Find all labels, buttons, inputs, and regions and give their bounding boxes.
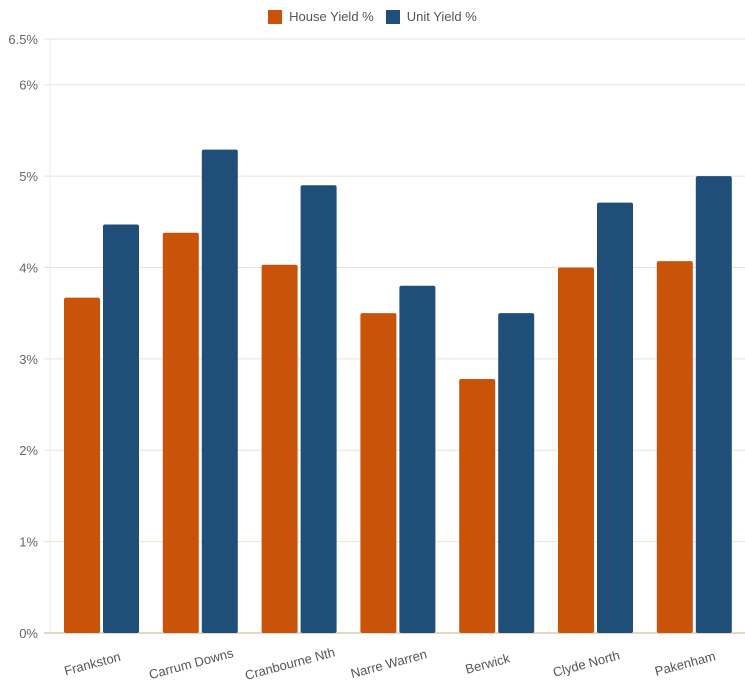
legend-label-unit: Unit Yield % (406, 9, 477, 24)
bar-house-clyde-north[interactable] (558, 267, 594, 633)
bar-unit-cranbourne-nth[interactable] (300, 185, 337, 633)
x-tick-label: Frankston (62, 649, 122, 678)
bar-house-carrum-downs[interactable] (162, 232, 199, 633)
x-axis: Frankston Carrum Downs Cranbourne Nth Narre… (62, 644, 717, 682)
bar-unit-frankston[interactable] (103, 224, 139, 633)
bar-house-pakenham[interactable] (656, 261, 693, 633)
y-tick-label: 0% (19, 626, 38, 641)
legend-swatch-unit (385, 9, 400, 24)
bar-house-cranbourne-nth[interactable] (261, 264, 298, 633)
bar-house-berwick[interactable] (459, 378, 496, 633)
bar-unit-berwick[interactable] (498, 313, 535, 633)
y-tick-label: 2% (19, 443, 38, 458)
y-tick-label: 3% (19, 352, 38, 367)
y-axis: 0% 1% 2% 3% 4% 5% 6% 6.5% (8, 32, 51, 641)
x-tick-label: Berwick (464, 650, 512, 676)
bar-unit-pakenham[interactable] (695, 176, 732, 634)
legend-label-house: House Yield % (289, 9, 374, 24)
x-tick-label: Clyde North (551, 648, 621, 680)
y-tick-label: 6.5% (8, 32, 38, 47)
x-tick-label: Carrum Downs (147, 645, 235, 682)
y-tick-label: 4% (19, 260, 38, 275)
chart-legend: House Yield % Unit Yield % (0, 9, 745, 24)
legend-item-house[interactable]: House Yield % (268, 9, 374, 24)
bar-house-frankston[interactable] (64, 297, 100, 633)
x-tick-label: Pakenham (653, 648, 717, 679)
y-tick-label: 6% (19, 78, 38, 93)
bars (64, 149, 732, 634)
x-tick-label: Narre Warren (349, 646, 428, 681)
bar-unit-carrum-downs[interactable] (201, 149, 238, 633)
y-tick-label: 5% (19, 169, 38, 184)
x-tick-label: Cranbourne Nth (243, 644, 336, 682)
bar-unit-clyde-north[interactable] (597, 202, 633, 633)
bar-unit-narre-warren[interactable] (399, 285, 436, 633)
y-tick-label: 1% (19, 535, 38, 550)
legend-item-unit[interactable]: Unit Yield % (385, 9, 477, 24)
legend-swatch-house (268, 9, 283, 24)
bar-house-narre-warren[interactable] (360, 313, 397, 633)
